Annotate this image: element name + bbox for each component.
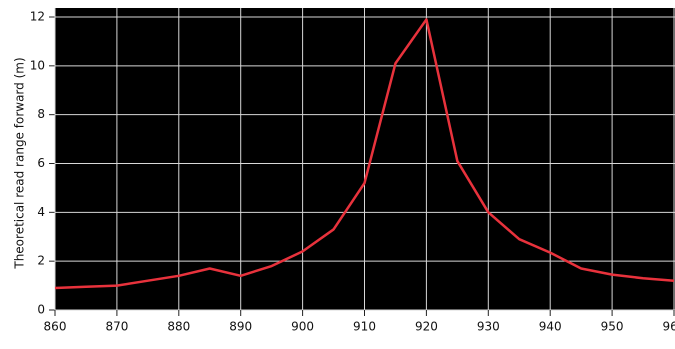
- x-tick-label: 910: [353, 320, 376, 334]
- y-tick-label: 12: [30, 10, 45, 24]
- y-axis-label: Theoretical read range forward (m): [13, 57, 27, 269]
- x-tick-label: 930: [477, 320, 500, 334]
- x-tick-label: 890: [229, 320, 252, 334]
- x-tick-label: 900: [291, 320, 314, 334]
- x-tick-label: 880: [167, 320, 190, 334]
- x-tick-label: 950: [601, 320, 624, 334]
- y-tick-label: 4: [37, 205, 45, 219]
- data-line: [54, 18, 675, 290]
- y-tick-label: 6: [37, 156, 45, 170]
- x-tick-label: 920: [415, 320, 438, 334]
- y-tick-label: 8: [37, 107, 45, 121]
- y-tick-label: 10: [30, 58, 45, 72]
- x-tick-label: 870: [105, 320, 128, 334]
- y-tick-label: 2: [37, 254, 45, 268]
- x-tick-label: 940: [539, 320, 562, 334]
- x-tick-label: 860: [44, 320, 67, 334]
- y-tick-label: 0: [37, 303, 45, 317]
- x-tick-label: 960: [663, 320, 675, 334]
